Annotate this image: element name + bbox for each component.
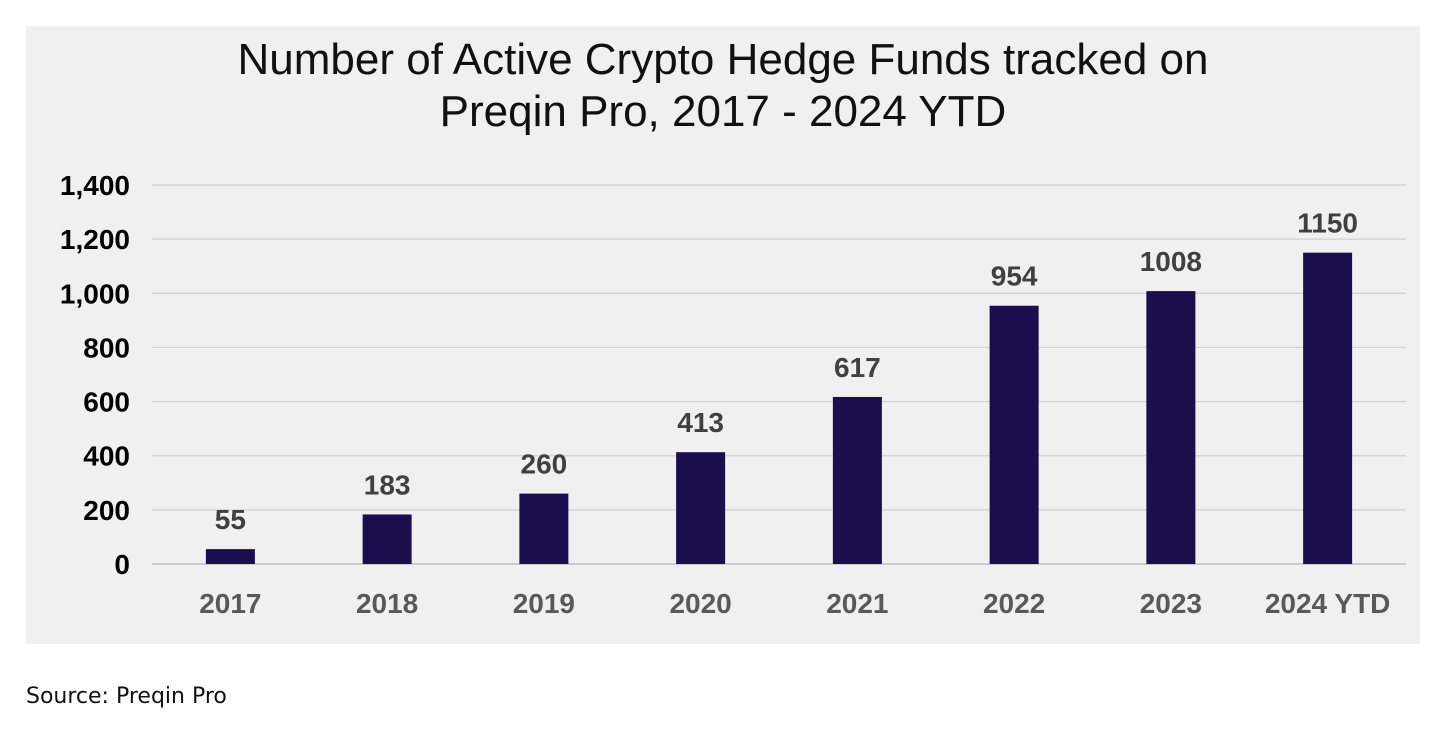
bar-chart: 0 200 400 600 800 1,000 1,200 1,400 55 2017 183 201… xyxy=(60,170,1406,619)
y-tick-label: 800 xyxy=(83,332,130,363)
data-label: 1008 xyxy=(1140,246,1202,277)
y-tick-label: 600 xyxy=(83,387,130,418)
bar xyxy=(989,305,1039,564)
data-label: 55 xyxy=(215,504,246,535)
bar xyxy=(362,514,412,564)
data-label: 954 xyxy=(991,261,1038,292)
x-tick-label: 2019 xyxy=(513,588,575,619)
data-label: 183 xyxy=(364,469,411,500)
bar xyxy=(205,549,255,564)
chart-title: Number of Active Crypto Hedge Funds trac… xyxy=(26,34,1420,138)
x-tick-label: 2021 xyxy=(826,588,888,619)
y-tick-label: 1,000 xyxy=(60,278,130,309)
y-tick-label: 200 xyxy=(83,495,130,526)
x-tick-label: 2020 xyxy=(669,588,731,619)
x-tick-label: 2017 xyxy=(199,588,261,619)
x-tick-label: 2022 xyxy=(983,588,1045,619)
chart-title-line-1: Number of Active Crypto Hedge Funds trac… xyxy=(237,35,1209,84)
y-tick-label: 1,200 xyxy=(60,224,130,255)
y-tick-label: 1,400 xyxy=(60,170,130,201)
data-label: 1150 xyxy=(1297,208,1358,239)
x-tick-label: 2018 xyxy=(356,588,418,619)
data-label: 413 xyxy=(677,407,724,438)
bar xyxy=(519,493,569,564)
y-tick-label: 0 xyxy=(114,549,130,580)
bar xyxy=(832,396,882,564)
bar xyxy=(1146,291,1196,564)
x-tick-label: 2023 xyxy=(1140,588,1202,619)
source-note: Source: Preqin Pro xyxy=(26,684,227,709)
y-tick-label: 400 xyxy=(83,441,130,472)
x-tick-label: 2024 YTD xyxy=(1265,588,1391,619)
chart-title-line-2: Preqin Pro, 2017 - 2024 YTD xyxy=(439,87,1007,136)
chart-panel: Number of Active Crypto Hedge Funds trac… xyxy=(26,26,1420,644)
bar xyxy=(1303,252,1353,564)
bar xyxy=(676,452,726,564)
data-label: 260 xyxy=(521,449,568,480)
data-label: 617 xyxy=(834,352,881,383)
